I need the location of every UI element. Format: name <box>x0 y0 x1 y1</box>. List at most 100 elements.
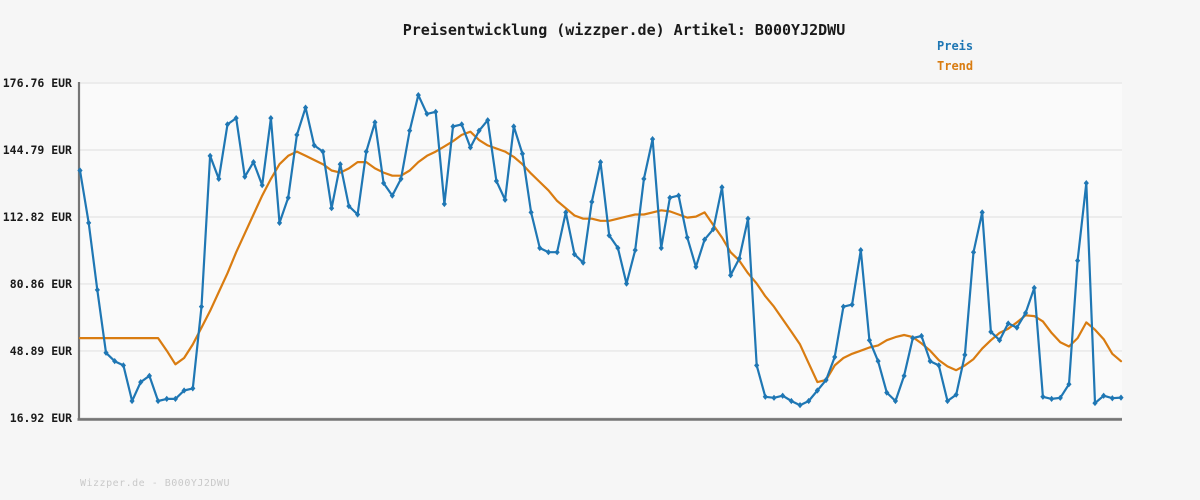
price-marker <box>172 395 179 402</box>
price-marker <box>190 385 196 392</box>
chart-title: Preisentwicklung (wizzper.de) Artikel: B… <box>402 21 846 39</box>
y-tick-label: 112.82 EUR <box>3 210 72 224</box>
price-marker <box>1040 393 1046 400</box>
price-marker <box>198 303 205 310</box>
price-marker <box>164 395 170 402</box>
price-marker <box>1101 392 1107 399</box>
legend-item-preis: Preis <box>937 39 974 53</box>
plot-area <box>78 82 1122 419</box>
y-tick-label: 176.76 EUR <box>3 76 72 90</box>
price-marker <box>224 121 231 128</box>
price-marker <box>545 249 552 256</box>
price-marker <box>649 135 656 143</box>
price-marker <box>606 232 612 239</box>
price-marker <box>407 127 413 134</box>
price-marker <box>1118 394 1124 401</box>
price-marker <box>780 392 786 399</box>
price-marker <box>537 244 543 252</box>
price-marker <box>702 236 708 243</box>
price-marker <box>667 194 673 201</box>
price-marker <box>476 127 482 134</box>
price-marker <box>216 175 222 182</box>
price-marker <box>328 205 335 212</box>
y-tick-label: 16.92 EUR <box>10 411 72 425</box>
price-marker <box>675 192 682 199</box>
price-marker <box>918 332 925 340</box>
price-marker <box>294 131 300 138</box>
price-marker <box>788 397 794 405</box>
price-marker <box>962 351 968 358</box>
price-marker <box>250 159 257 166</box>
price-marker <box>806 397 812 405</box>
price-marker <box>745 215 751 222</box>
price-marker <box>1005 320 1011 327</box>
price-marker <box>415 91 421 99</box>
price-marker <box>615 244 621 252</box>
price-marker <box>970 249 977 256</box>
chart-legend: Preis Trend <box>937 37 973 75</box>
price-marker <box>424 110 430 118</box>
price-marker <box>129 397 135 405</box>
price-marker <box>120 362 126 369</box>
price-marker <box>302 104 309 111</box>
price-marker <box>771 394 777 401</box>
price-marker <box>441 200 447 208</box>
price-marker <box>658 244 664 252</box>
price-marker <box>511 123 517 130</box>
price-marker <box>1057 394 1063 401</box>
price-marker <box>450 123 456 130</box>
trend-line <box>78 130 1123 384</box>
price-marker <box>276 219 283 226</box>
price-marker <box>840 303 846 310</box>
price-marker <box>719 184 725 191</box>
price-marker <box>988 328 994 335</box>
price-marker <box>710 226 716 233</box>
price-marker <box>320 148 326 155</box>
price-marker <box>86 219 92 226</box>
price-marker <box>996 337 1003 344</box>
price-marker <box>311 142 317 149</box>
price-marker <box>1022 309 1029 317</box>
price-marker <box>589 198 595 206</box>
price-marker <box>1075 257 1081 264</box>
price-marker <box>641 175 647 182</box>
price-marker <box>1066 381 1072 388</box>
price-marker <box>259 182 265 189</box>
price-marker <box>1014 324 1020 331</box>
price-marker <box>901 372 907 379</box>
price-marker <box>94 286 100 294</box>
price-marker <box>77 167 83 174</box>
price-marker <box>736 255 742 262</box>
price-marker <box>467 144 473 151</box>
price-marker <box>728 272 734 279</box>
price-marker <box>797 402 803 409</box>
price-marker <box>459 121 465 128</box>
price-marker <box>684 234 690 241</box>
price-marker <box>233 115 239 122</box>
price-marker <box>355 211 361 218</box>
price-marker <box>693 263 699 270</box>
price-marker <box>138 379 144 386</box>
price-marker <box>389 192 395 199</box>
y-tick-label: 48.89 EUR <box>10 344 72 358</box>
price-marker <box>979 209 985 216</box>
y-tick-label: 80.86 EUR <box>10 277 72 291</box>
price-marker <box>372 119 378 126</box>
price-marker <box>597 159 604 166</box>
price-marker <box>146 372 152 379</box>
price-marker <box>181 387 187 394</box>
price-marker <box>1092 399 1098 407</box>
price-marker <box>632 247 638 254</box>
price-marker <box>285 194 291 201</box>
price-marker <box>1031 284 1037 291</box>
price-marker <box>381 179 387 187</box>
price-marker <box>849 301 855 308</box>
price-marker <box>832 353 838 361</box>
price-marker <box>155 397 161 405</box>
price-marker <box>398 175 404 182</box>
price-marker <box>580 259 586 266</box>
price-marker <box>866 337 873 344</box>
price-marker <box>242 173 248 180</box>
price-marker <box>936 362 942 369</box>
